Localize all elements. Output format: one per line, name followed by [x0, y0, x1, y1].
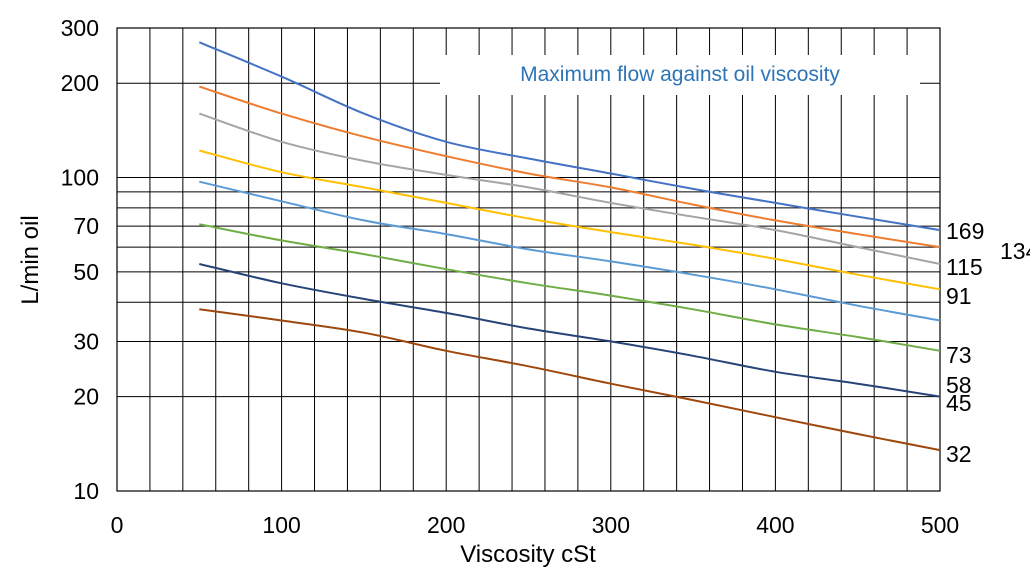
series-line-73 [199, 180, 941, 322]
series-line-45 [199, 263, 941, 398]
series-line-115 [198, 112, 941, 265]
chart-title: Maximum flow against oil viscosity [520, 63, 840, 86]
x-tick-label: 500 [921, 512, 959, 538]
series-end-label-169: 169 [946, 218, 984, 244]
y-tick-label: 300 [61, 15, 99, 41]
x-tick-label: 400 [756, 512, 794, 538]
y-tick-labels: 10 20 30 50 70 100 200 300 [61, 15, 99, 504]
y-tick-label: 10 [73, 478, 99, 504]
y-tick-label: 50 [73, 259, 99, 285]
y-tick-label: 30 [73, 328, 99, 354]
series-end-label-73: 73 [946, 342, 972, 368]
y-tick-label: 20 [73, 384, 99, 410]
x-tick-label: 200 [427, 512, 465, 538]
series-end-label-115: 115 [946, 254, 983, 280]
y-tick-label: 100 [61, 165, 99, 191]
x-tick-label: 100 [262, 512, 300, 538]
x-tick-label: 0 [111, 512, 124, 538]
series-end-label-58: 58 [946, 372, 972, 398]
series-end-label-91: 91 [946, 283, 972, 309]
y-tick-label: 200 [61, 70, 99, 96]
series-line-58 [199, 223, 941, 352]
series-line-169 [198, 41, 941, 232]
chart-title-group: Maximum flow against oil viscosity [440, 55, 920, 95]
series-line-32 [199, 308, 941, 452]
x-tick-labels: 0 100 200 300 400 500 [111, 512, 960, 538]
series-line-91 [199, 149, 941, 291]
x-tick-label: 300 [592, 512, 630, 538]
y-axis-title: L/min oil [17, 215, 44, 304]
y-tick-label: 70 [73, 213, 99, 239]
chart-series-group [198, 41, 941, 452]
series-line-134 [198, 85, 941, 249]
chart-title-background [440, 55, 920, 95]
series-end-label-32: 32 [946, 441, 972, 467]
chart-grid [116, 27, 941, 492]
plot-frame [116, 27, 941, 492]
x-axis-title: Viscosity cSt [460, 541, 596, 568]
series-end-label-45: 45 [946, 390, 972, 416]
series-end-label-134: 134 [1000, 238, 1030, 264]
